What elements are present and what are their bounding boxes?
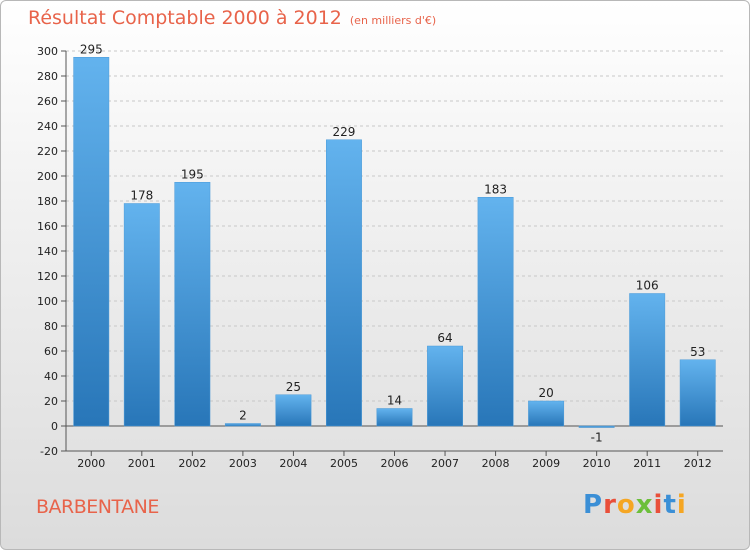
x-tick-label: 2011: [633, 457, 661, 470]
x-tick-label: 2001: [128, 457, 156, 470]
bar-2008: [477, 197, 514, 427]
logo-letter: P: [583, 490, 604, 520]
x-tick-label: 2002: [178, 457, 206, 470]
bar-2011: [629, 293, 666, 427]
bars: [73, 57, 716, 428]
x-tick-label: 2012: [684, 457, 712, 470]
y-tick-label: 0: [51, 420, 58, 433]
y-tick-label: 20: [44, 395, 58, 408]
y-tick-label: 80: [44, 320, 58, 333]
logo-letter: i: [653, 490, 664, 520]
value-label: 229: [333, 125, 356, 139]
value-label: 106: [636, 279, 659, 293]
logo-letter: x: [635, 490, 654, 520]
y-tick-label: -20: [40, 445, 58, 458]
value-label: 178: [130, 189, 153, 203]
value-label: 14: [387, 394, 402, 408]
y-tick-label: 180: [37, 195, 58, 208]
y-tick-label: 240: [37, 120, 58, 133]
logo-letter: i: [676, 490, 687, 520]
y-tick-label: 40: [44, 370, 58, 383]
chart-title: Résultat Comptable 2000 à 2012: [28, 7, 342, 29]
bar-2001: [123, 203, 160, 427]
x-tick-label: 2000: [77, 457, 105, 470]
x-tick-label: 2008: [482, 457, 510, 470]
y-tick-label: 200: [37, 170, 58, 183]
place-name: BARBENTANE: [36, 496, 159, 518]
x-tick-label: 2009: [532, 457, 560, 470]
y-tick-label: 140: [37, 245, 58, 258]
y-tick-label: 220: [37, 145, 58, 158]
value-label: 2: [239, 409, 247, 423]
bar-2012: [679, 359, 716, 427]
value-label: 25: [286, 380, 301, 394]
bar-2009: [528, 400, 565, 427]
y-tick-label: 100: [37, 295, 58, 308]
y-tick-label: 60: [44, 345, 58, 358]
logo-letter: r: [603, 490, 617, 520]
bar-2007: [427, 345, 463, 427]
y-tick-label: 280: [37, 70, 58, 83]
x-tick-label: 2004: [279, 457, 307, 470]
value-label: 20: [538, 386, 553, 400]
x-tick-label: 2006: [381, 457, 409, 470]
x-tick-label: 2007: [431, 457, 459, 470]
bar-2002: [174, 182, 211, 427]
chart-unit: (en milliers d'€): [349, 14, 437, 27]
labels: -200204060801001201401601802002202402602…: [37, 42, 712, 470]
y-tick-label: 260: [37, 95, 58, 108]
x-tick-label: 2005: [330, 457, 358, 470]
title-row: Résultat Comptable 2000 à 2012 (en millie…: [28, 7, 436, 29]
y-tick-label: 160: [37, 220, 58, 233]
bar-2005: [326, 139, 362, 427]
proxiti-logo: Proxiti: [583, 490, 687, 520]
grid-lines: [66, 50, 723, 452]
x-tick-label: 2003: [229, 457, 257, 470]
bar-2004: [275, 394, 312, 427]
value-label: 183: [484, 182, 507, 196]
bar-2010: [578, 425, 615, 428]
logo-letter: o: [616, 490, 636, 520]
y-tick-label: 300: [37, 45, 58, 58]
value-label: 195: [181, 167, 204, 181]
bar-2006: [376, 408, 413, 427]
bar-2000: [73, 57, 110, 427]
value-label: 64: [437, 331, 452, 345]
value-label: -1: [591, 430, 603, 444]
value-label: 295: [80, 42, 103, 56]
x-tick-label: 2010: [583, 457, 611, 470]
y-tick-label: 120: [37, 270, 58, 283]
value-label: 53: [690, 345, 705, 359]
bar-2003: [224, 423, 261, 427]
logo-letter: t: [663, 490, 677, 520]
